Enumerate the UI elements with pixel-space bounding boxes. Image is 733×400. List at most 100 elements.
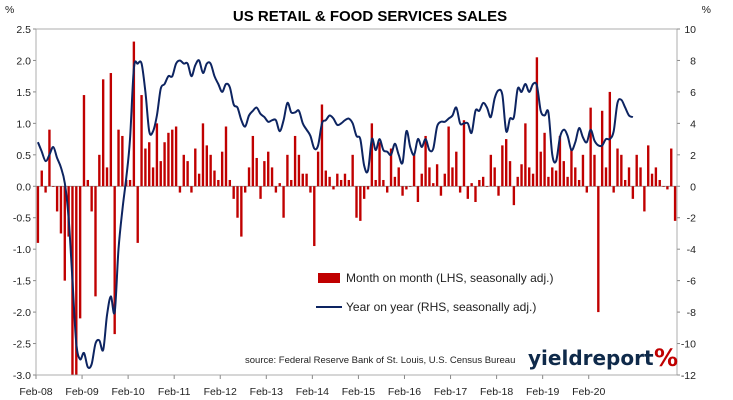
mom-bar [286,154,289,187]
mom-bar [343,173,347,187]
mom-bar [409,186,412,187]
mom-bar [332,186,335,190]
mom-bar [397,167,400,187]
x-tick-label: Feb-08 [19,386,52,398]
mom-bar [374,179,377,187]
mom-bar [547,176,550,187]
mom-bar [451,167,454,187]
mom-bar [293,135,297,187]
mom-bar [543,132,546,187]
right-tick-label: 10 [684,24,696,36]
mom-bar [132,41,136,187]
left-tick-label: 2.5 [16,24,31,36]
x-tick-label: Feb-13 [250,386,283,398]
mom-bar [493,167,496,187]
mom-bar [604,167,608,187]
mom-bar [163,142,166,187]
mom-bar [647,145,650,187]
mom-bar [182,154,185,187]
right-tick-label: 4 [690,118,696,130]
mom-bar [40,170,43,187]
mom-bar [290,179,293,187]
right-tick-label: -4 [687,244,696,256]
left-tick-label: 2.0 [16,55,31,67]
left-tick-label: -1.5 [13,276,31,288]
x-tick-label: Feb-17 [434,386,467,398]
mom-bar [197,173,201,187]
mom-bar [144,148,147,187]
mom-bar [581,154,585,187]
mom-bar [623,179,627,187]
mom-bar [620,154,623,187]
mom-bar [597,186,600,313]
mom-bar [666,186,669,190]
right-tick-label: -12 [681,370,696,382]
x-tick-label: Feb-19 [526,386,559,398]
left-tick-label: 1.5 [16,87,31,99]
right-axis-unit: % [702,4,711,16]
mom-bar [98,154,101,187]
mom-bar [267,151,270,187]
x-tick-label: Feb-10 [111,386,144,398]
mom-bar [528,167,531,187]
mom-bar [328,176,331,187]
mom-bar [562,161,565,187]
mom-bar [455,151,458,187]
mom-bar [351,154,354,187]
mom-bar [63,186,66,281]
right-tick-label: -6 [687,276,696,288]
mom-bar [470,183,473,187]
legend-bar-swatch [318,273,340,283]
mom-bar [316,151,320,187]
left-axis-ticks: 2.5 2.0 1.5 1.0 0.5 0.0 -0.5 -1.0 -1.5 -2.0 -2.5 -3… [13,24,36,382]
mom-bar [251,135,255,187]
x-axis-ticks: Feb-08 Feb-09 Feb-10 Feb-11 Feb-12 Feb-13 Feb-… [19,375,606,398]
mom-bar [167,132,170,187]
mom-bar [412,154,416,187]
mom-bar [386,186,389,193]
mom-bar [301,173,304,187]
mom-bar [274,186,278,193]
x-tick-label: Feb-14 [296,386,329,398]
mom-bar [650,173,654,187]
mom-bar [82,95,86,187]
mom-bar [213,170,216,187]
mom-bar [554,170,558,187]
mom-bar [155,123,159,187]
mom-bar [577,179,581,187]
right-tick-label: 2 [690,150,696,162]
mom-bar [243,186,247,193]
left-tick-label: 1.0 [16,118,31,130]
mom-bar [247,167,251,187]
mom-bar [117,129,120,187]
mom-bar [585,186,588,193]
mom-bar [574,167,577,187]
mom-bar [324,170,327,187]
x-tick-label: Feb-20 [572,386,605,398]
legend-line-label: Year on year (RHS, seasonally adj.) [346,300,536,314]
mom-bar [205,145,208,187]
mom-bar [481,176,485,187]
left-tick-label: -0.5 [13,213,31,225]
source-note: source: Federal Reserve Bank of St. Loui… [245,355,515,366]
brand-wordmark: yieldreport [528,346,654,370]
x-tick-label: Feb-09 [65,386,98,398]
mom-bar [478,179,481,187]
mom-bar [201,123,205,187]
mom-bar [570,148,573,187]
mom-bar [443,173,446,187]
mom-bar [474,186,477,202]
left-tick-label: -2.5 [13,339,31,351]
left-tick-label: -1.0 [13,244,31,256]
mom-bar [370,123,374,187]
mom-bar [627,167,631,187]
mom-bar [593,154,596,187]
mom-bar [136,186,139,243]
right-tick-label: -2 [687,213,696,225]
right-axis-ticks: 10 8 6 4 2 0 -2 -4 -6 -8 -10 -12 [677,24,696,382]
right-tick-label: 6 [690,87,696,99]
mom-bar [309,186,312,193]
mom-bar [631,186,635,199]
mom-bar [78,186,82,319]
mom-bar [420,173,423,187]
